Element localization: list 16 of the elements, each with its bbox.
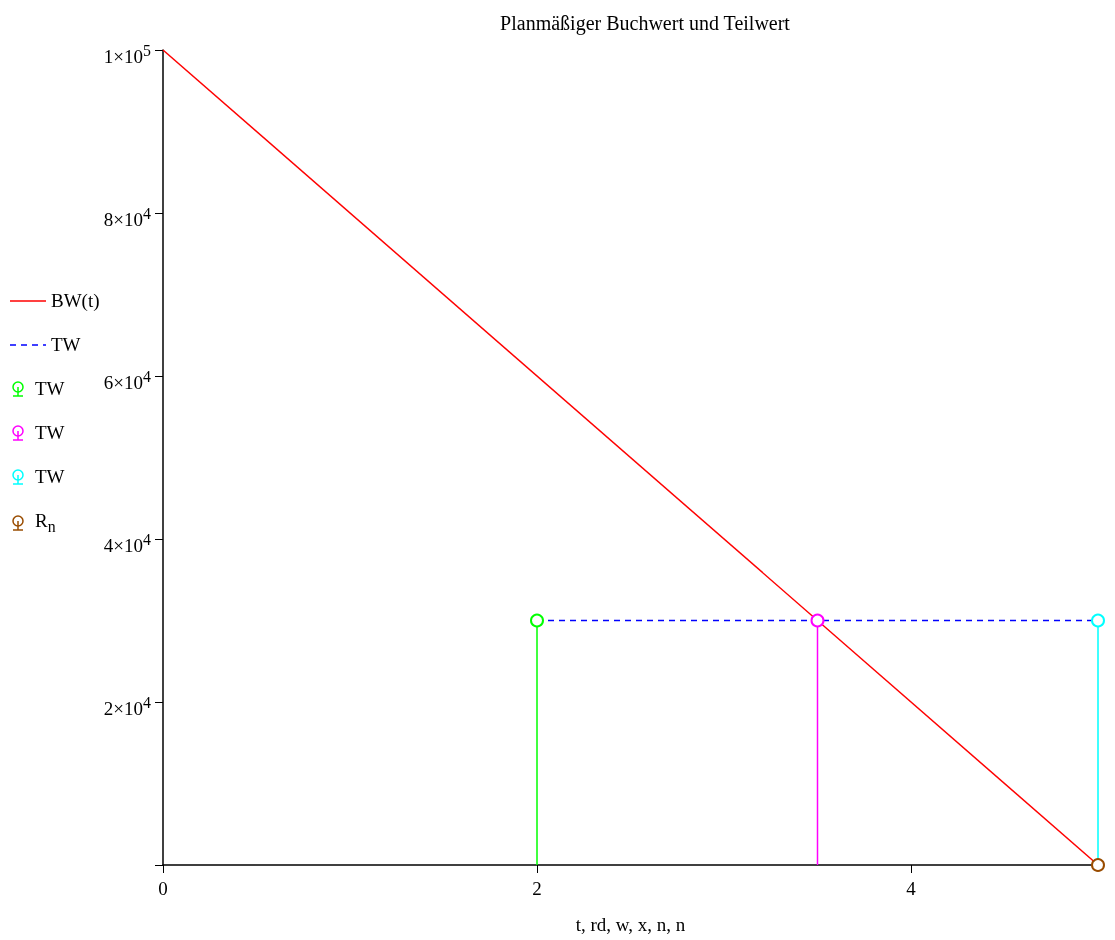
legend-label: TW [35,466,65,488]
x-axis-title: t, rd, w, x, n, n [575,914,686,935]
legend-label: TW [35,422,65,444]
x-tick-label: 2 [532,878,542,899]
legend-label: TW [35,378,65,400]
legend-label: TW [51,334,81,356]
y-tick-label: 6×10$^{4}$ [103,367,151,394]
y-tick-label: 8×10$^{4}$ [103,204,151,231]
y-tick-label: 4×10$^{4}$ [103,530,151,557]
legend-label: R$_{n}$ [35,510,56,536]
y-tick-label: 1×10$^{5}$ [103,41,151,68]
y-tick-label: 2×10$^{4}$ [103,693,151,720]
chart-title: Planmäßiger Buchwert und Teilwert [500,12,791,35]
x-tick-label: 0 [158,878,168,899]
x-tick-label: 4 [906,878,917,899]
legend-label: BW(t) [51,290,100,312]
